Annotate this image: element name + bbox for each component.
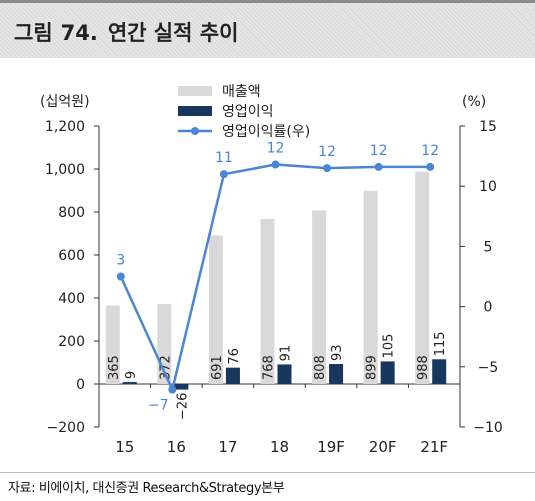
- op-profit-bar: [225, 367, 240, 384]
- left-tick-label: 400: [58, 291, 85, 307]
- right-tick-label: 10: [479, 179, 497, 195]
- category-label: 20F: [369, 438, 397, 456]
- sales-bar: [415, 171, 430, 384]
- op-margin-label: 12: [267, 141, 285, 157]
- legend-label-op-margin: 영업이익률(우): [222, 124, 310, 140]
- left-tick-label: 800: [58, 205, 85, 221]
- sales-bar-label: 768: [262, 355, 277, 380]
- op-margin-point: [219, 170, 228, 179]
- sales-bar: [208, 235, 223, 384]
- category-label: 18: [270, 438, 289, 456]
- left-axis-unit: (십억원): [40, 94, 90, 110]
- op-margin-label: 12: [370, 143, 388, 159]
- op-profit-bar-label: 115: [433, 331, 448, 356]
- category-label: 16: [167, 438, 186, 456]
- op-margin-label: 12: [421, 143, 439, 159]
- op-margin-point: [323, 164, 332, 173]
- legend-swatch-op-profit: [178, 106, 212, 116]
- figure-title-text: 연간 실적 추이: [107, 21, 239, 45]
- right-tick-label: −10: [473, 420, 503, 436]
- right-tick-label: 0: [484, 300, 493, 316]
- legend-marker-op-margin: [191, 127, 199, 135]
- right-tick-label: −5: [478, 360, 499, 376]
- op-profit-bar-label: 9: [124, 371, 139, 379]
- op-margin-label: 3: [116, 253, 125, 269]
- sales-bar-label: 691: [210, 355, 225, 380]
- op-margin-point: [426, 162, 435, 171]
- left-tick-label: 200: [58, 334, 85, 350]
- sales-bar-label: 365: [107, 355, 122, 380]
- category-label: 21F: [420, 438, 448, 456]
- category-label: 17: [218, 438, 237, 456]
- op-margin-point: [116, 272, 125, 281]
- right-tick-label: 15: [479, 119, 497, 135]
- left-tick-label: −200: [47, 420, 85, 436]
- sales-bar: [363, 190, 378, 384]
- left-tick-label: 600: [58, 248, 85, 264]
- legend-label-sales: 매출액: [222, 84, 261, 100]
- category-label: 19F: [317, 438, 345, 456]
- right-axis-unit: (%): [462, 94, 486, 110]
- op-margin-label: −7: [148, 398, 169, 414]
- left-tick-label: 0: [76, 377, 85, 393]
- op-profit-bar: [277, 364, 292, 384]
- sales-bar-label: 899: [365, 355, 380, 380]
- sales-bar: [312, 210, 327, 384]
- op-margin-point: [271, 160, 280, 169]
- sales-bar: [105, 305, 120, 384]
- figure-number: 74.: [60, 21, 98, 45]
- op-profit-bar: [432, 359, 447, 384]
- sales-bar-label: 372: [158, 355, 173, 380]
- figure-title: 그림 74. 연간 실적 추이: [14, 17, 238, 47]
- op-profit-bar: [174, 384, 189, 390]
- legend-label-op-profit: 영업이익: [222, 104, 274, 120]
- op-profit-bar-label: 93: [330, 344, 345, 361]
- op-profit-bar-label: 91: [279, 345, 294, 362]
- left-tick-label: 1,200: [45, 119, 85, 135]
- op-margin-point: [374, 162, 383, 171]
- right-tick-label: 5: [484, 239, 493, 255]
- op-margin-label: 11: [215, 150, 233, 166]
- title-bar: 그림 74. 연간 실적 추이: [0, 0, 535, 58]
- op-profit-bar: [380, 361, 395, 384]
- op-profit-bar-label: 105: [382, 334, 397, 359]
- chart: −200 0 200 400 600 800 1,000 1,200 −10 −5 0 5 10 15 (십…: [40, 84, 503, 456]
- op-profit-bar-label: 76: [227, 348, 242, 365]
- op-profit-bar-label: −26: [175, 393, 190, 420]
- category-label: 15: [115, 438, 134, 456]
- left-tick-label: 1,000: [45, 162, 85, 178]
- op-profit-bar: [329, 364, 344, 384]
- figure-label: 그림: [14, 21, 53, 45]
- op-profit-bar: [122, 382, 137, 384]
- op-margin-label: 12: [318, 144, 336, 160]
- sales-bar: [260, 218, 275, 384]
- source-divider: [0, 472, 535, 473]
- legend-swatch-sales: [178, 86, 212, 96]
- op-margin-point: [168, 385, 177, 394]
- sales-bar-label: 808: [313, 355, 328, 380]
- sales-bar-label: 988: [416, 355, 431, 380]
- source-note: 자료: 비에이치, 대신증권 Research&Strategy본부: [8, 481, 285, 496]
